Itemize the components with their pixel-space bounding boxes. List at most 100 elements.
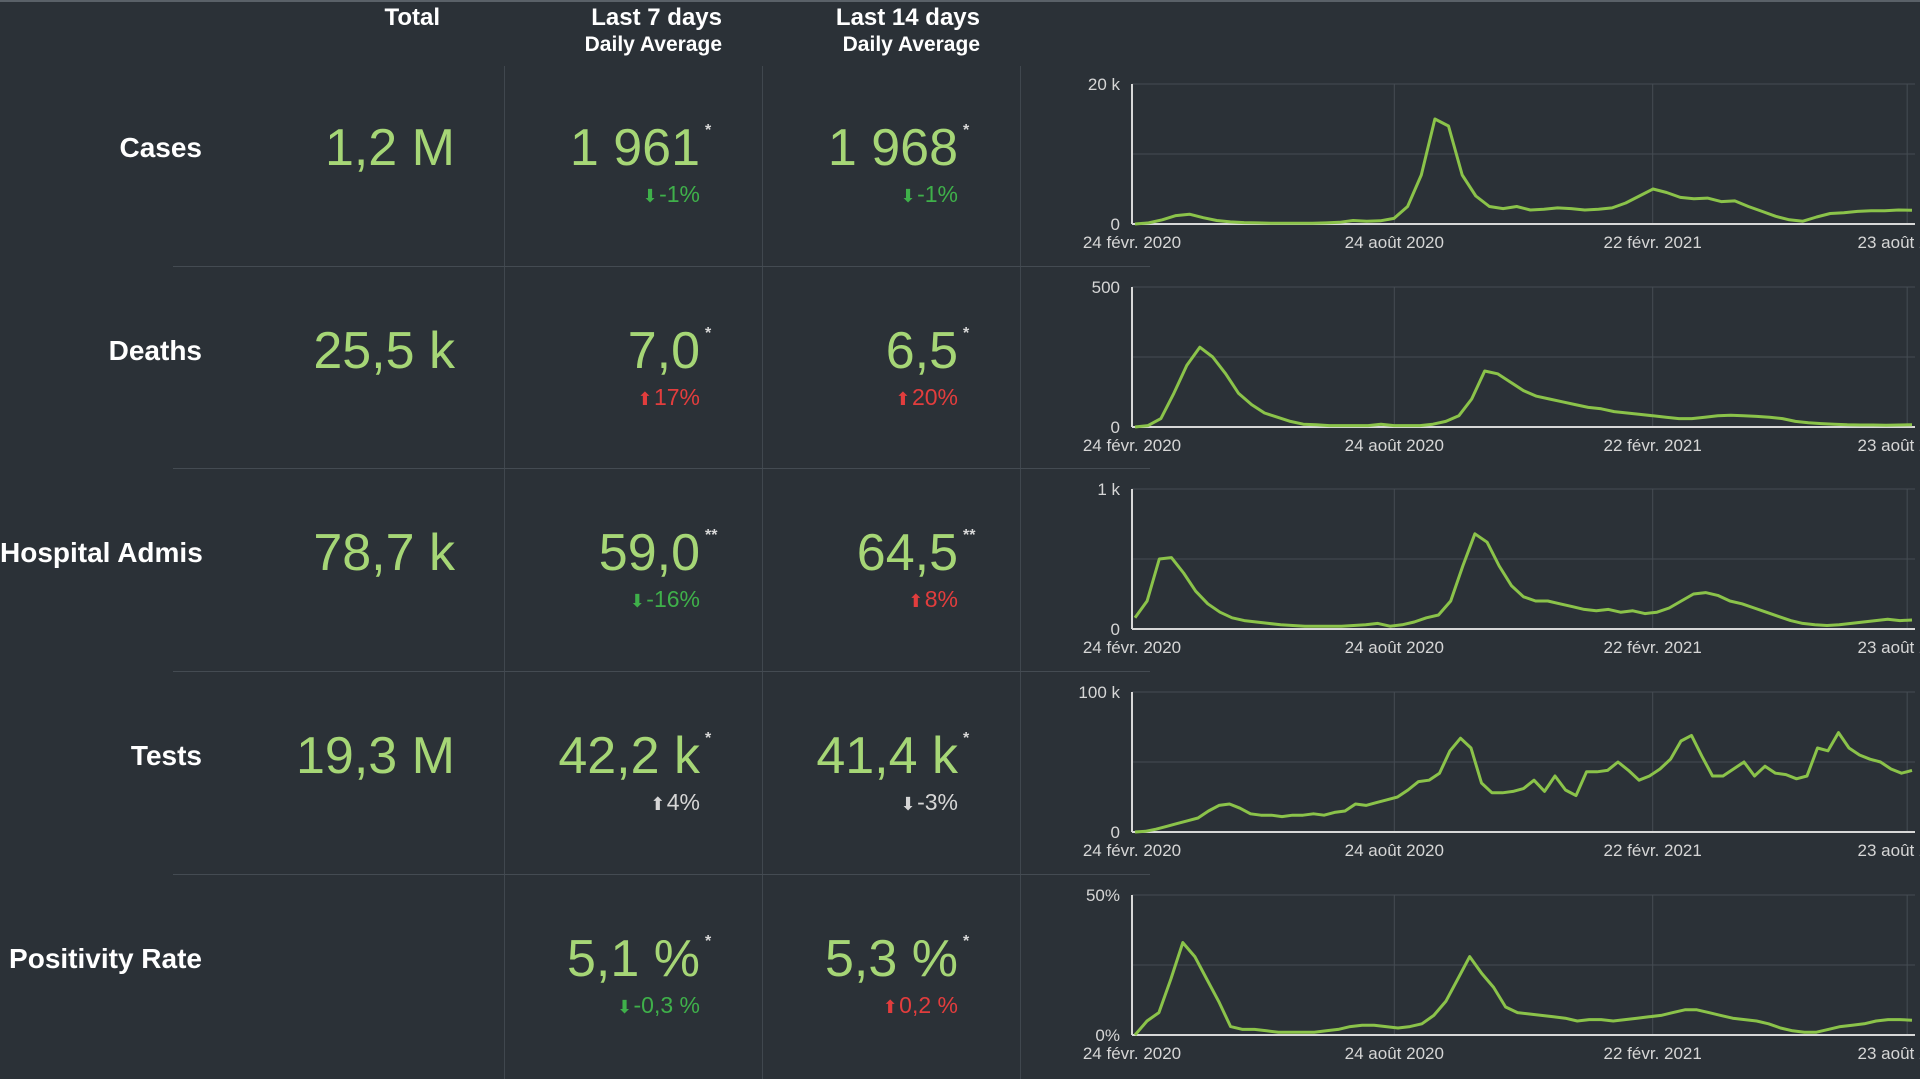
header-last14: Last 14 days Daily Average — [760, 4, 980, 58]
top-border — [0, 0, 1920, 2]
header-last7: Last 7 days Daily Average — [500, 4, 722, 58]
total-value: 25,5 k — [313, 322, 455, 380]
delta14-text: -3% — [917, 789, 958, 815]
row-label: Hospital Admissions — [0, 537, 202, 568]
delta7: ⬇-16% — [490, 586, 700, 613]
avg14-value: 41,4 k — [816, 727, 958, 785]
column-divider — [1020, 66, 1021, 1079]
chart-tests: 0 100 k 24 févr. 2020 24 août 2020 22 févr. … — [1060, 674, 1920, 874]
avg7-value: 1 961 — [569, 119, 700, 177]
delta14: ⬆20% — [748, 384, 958, 411]
series-line — [1133, 941, 1913, 1036]
row-divider — [173, 266, 1150, 267]
row-label: Deaths — [108, 335, 202, 366]
row-divider — [173, 874, 1150, 875]
chart-svg: 0 100 k 24 févr. 2020 24 août 2020 22 févr. … — [1078, 683, 1920, 860]
arrow-down-icon: ⬇ — [642, 186, 658, 206]
delta7-text: 17% — [653, 384, 700, 410]
series-line — [1134, 345, 1913, 429]
x-tick-label: 24 août 2020 — [1345, 841, 1444, 860]
arrow-up-icon: ⬆ — [908, 591, 924, 611]
header-total: Total — [300, 4, 440, 32]
delta7: ⬇-0,3 % — [490, 992, 700, 1019]
avg7-value: 59,0 — [598, 524, 700, 582]
avg7-footnote-mark: ** — [705, 527, 718, 544]
x-tick-label: 22 févr. 2021 — [1604, 1044, 1702, 1063]
chart-svg: 0% 50% 24 févr. 2020 24 août 2020 22 févr. 2… — [1083, 886, 1920, 1063]
x-tick-label: 22 févr. 2021 — [1604, 436, 1702, 455]
y-tick-label: 20 k — [1088, 75, 1121, 94]
x-tick-label: 24 févr. 2020 — [1083, 1044, 1181, 1063]
y-tick-label: 0 — [1111, 215, 1120, 234]
avg7-value: 7,0 — [627, 322, 700, 380]
total-value: 1,2 M — [324, 119, 455, 177]
avg14-value: 5,3 % — [825, 930, 958, 988]
x-tick-label: 24 févr. 2020 — [1083, 638, 1181, 657]
arrow-up-icon: ⬆ — [882, 997, 898, 1017]
series-line — [1134, 731, 1913, 834]
x-tick-label: 22 févr. 2021 — [1604, 233, 1702, 252]
delta7-text: 4% — [666, 789, 700, 815]
chart-positivity-rate: 0% 50% 24 févr. 2020 24 août 2020 22 févr. 2… — [1060, 877, 1920, 1077]
x-tick-label: 24 févr. 2020 — [1083, 436, 1181, 455]
y-tick-label: 0 — [1111, 620, 1120, 639]
x-tick-label: 24 août 2020 — [1345, 233, 1444, 252]
delta7: ⬆17% — [490, 384, 700, 411]
arrow-down-icon: ⬇ — [900, 186, 916, 206]
column-divider — [762, 66, 763, 1079]
delta7: ⬆4% — [490, 789, 700, 816]
avg14-footnote-mark: * — [963, 933, 970, 950]
header-last7-label: Last 7 days — [591, 4, 722, 31]
header-last14-label: Last 14 days — [835, 4, 980, 31]
row-label: Cases — [119, 132, 202, 163]
x-tick-label: 23 août 2021 — [1858, 841, 1920, 860]
chart-hospital-admissions: 0 1 k 24 févr. 2020 24 août 2020 22 févr. 20… — [1060, 471, 1920, 671]
delta7: ⬇-1% — [490, 181, 700, 208]
chart-svg: 0 20 k 24 févr. 2020 24 août 2020 22 févr. 2… — [1083, 75, 1920, 252]
avg7-footnote-mark: * — [705, 730, 712, 747]
chart-svg: 0 500 24 févr. 2020 24 août 2020 22 févr. 20… — [1083, 278, 1920, 455]
delta7-text: -16% — [646, 586, 700, 612]
delta14-text: -1% — [917, 181, 958, 207]
avg7-footnote-mark: * — [705, 325, 712, 342]
y-tick-label: 1 k — [1097, 480, 1120, 499]
chart-svg: 0 1 k 24 févr. 2020 24 août 2020 22 févr. 20… — [1083, 480, 1920, 657]
arrow-up-icon: ⬆ — [650, 794, 666, 814]
row-label: Tests — [130, 740, 202, 771]
x-tick-label: 23 août 2021 — [1858, 233, 1920, 252]
row-divider — [173, 468, 1150, 469]
avg7-value: 5,1 % — [567, 930, 700, 988]
avg14-value: 1 968 — [827, 119, 958, 177]
column-divider — [504, 66, 505, 1079]
x-tick-label: 24 févr. 2020 — [1083, 233, 1181, 252]
total-value: 19,3 M — [296, 727, 455, 785]
y-tick-label: 500 — [1092, 278, 1120, 297]
avg7-footnote-mark: * — [705, 933, 712, 950]
avg14-footnote-mark: * — [963, 122, 970, 139]
header-total-label: Total — [384, 4, 440, 31]
series-line — [1133, 532, 1913, 628]
x-tick-label: 24 août 2020 — [1345, 436, 1444, 455]
delta14: ⬆0,2 % — [748, 992, 958, 1019]
y-tick-label: 0 — [1111, 823, 1120, 842]
chart-cases: 0 20 k 24 févr. 2020 24 août 2020 22 févr. 2… — [1060, 66, 1920, 266]
chart-deaths: 0 500 24 févr. 2020 24 août 2020 22 févr. 20… — [1060, 269, 1920, 469]
series-line — [1134, 117, 1913, 226]
avg14-footnote-mark: * — [963, 325, 970, 342]
x-tick-label: 23 août 2021 — [1858, 436, 1920, 455]
y-tick-label: 100 k — [1078, 683, 1120, 702]
x-tick-label: 22 févr. 2021 — [1604, 638, 1702, 657]
arrow-down-icon: ⬇ — [900, 794, 916, 814]
arrow-down-icon: ⬇ — [616, 997, 633, 1017]
avg14-value: 6,5 — [885, 322, 958, 380]
delta7-text: -0,3 % — [633, 992, 700, 1018]
row-label: Positivity Rate — [9, 943, 202, 974]
y-tick-label: 50% — [1086, 886, 1120, 905]
delta14-text: 0,2 % — [899, 992, 958, 1018]
x-tick-label: 24 août 2020 — [1345, 638, 1444, 657]
x-tick-label: 23 août 2021 — [1858, 1044, 1920, 1063]
header-last14-sub: Daily Average — [842, 33, 980, 56]
header-last7-sub: Daily Average — [584, 33, 722, 56]
total-value: 78,7 k — [313, 524, 455, 582]
delta14-text: 8% — [924, 586, 958, 612]
